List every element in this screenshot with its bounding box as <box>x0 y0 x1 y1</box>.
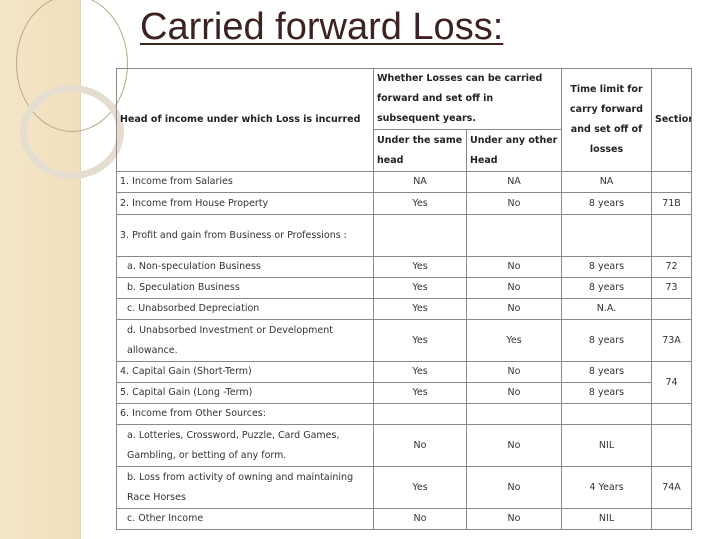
cell-same-head: Yes <box>373 192 467 215</box>
header-head: Head of income under which Loss is incur… <box>116 68 374 172</box>
table-row: 4. Capital Gain (Short-Term) Yes No 8 years… <box>116 361 693 404</box>
decorative-ring <box>20 85 124 179</box>
cell-head: d. Unabsorbed Investment or Development … <box>116 319 374 362</box>
cell-same-head <box>373 403 467 425</box>
cell-time-limit: 8 years <box>561 382 653 404</box>
cell-section: 74 <box>651 361 693 404</box>
cell-other-head: No <box>465 277 563 299</box>
cell-same-head: Yes <box>373 361 467 383</box>
cell-head: b. Speculation Business <box>116 277 374 299</box>
slide-title: Carried forward Loss: <box>140 6 504 48</box>
header-time-limit: Time limit for carry forward and set off… <box>561 68 653 172</box>
cell-same-head: Yes <box>373 298 467 320</box>
cell-section <box>651 424 693 467</box>
cell-section: 71B <box>651 192 693 215</box>
cell-time-limit: 8 years <box>561 256 653 278</box>
cell-section <box>651 171 693 193</box>
cell-same-head: Yes <box>373 466 467 509</box>
cell-section <box>651 508 693 530</box>
cell-section: 74A <box>651 466 693 509</box>
header-other-head: Under any other Head <box>465 129 563 172</box>
cell-time-limit: 8 years <box>561 192 653 215</box>
table-row: 3. Profit and gain from Business or Prof… <box>116 214 693 257</box>
table-row: 5. Capital Gain (Long -Term) Yes No 8 years <box>116 382 692 404</box>
cell-head: 2. Income from House Property <box>116 192 374 215</box>
loss-carry-forward-table: Head of income under which Loss is incur… <box>116 68 693 530</box>
cell-same-head: No <box>373 508 467 530</box>
cell-head: c. Other Income <box>116 508 374 530</box>
cell-other-head: Yes <box>465 319 563 362</box>
cell-head: 1. Income from Salaries <box>116 171 374 193</box>
cell-same-head: Yes <box>373 277 467 299</box>
cell-other-head: No <box>465 256 563 278</box>
cell-other-head: No <box>465 466 563 509</box>
table-row: c. Other Income No No NIL <box>116 508 693 530</box>
header-section: Section <box>651 68 693 172</box>
table-row: 2. Income from House Property Yes No 8 year… <box>116 192 693 215</box>
table-row: 1. Income from Salaries NA NA NA <box>116 171 693 193</box>
cell-head: a. Non-speculation Business <box>116 256 374 278</box>
table-row: a. Lotteries, Crossword, Puzzle, Card Ga… <box>116 424 693 467</box>
cell-same-head <box>373 214 467 257</box>
cell-same-head: Yes <box>373 382 467 404</box>
cell-time-limit: 8 years <box>561 277 653 299</box>
table-row: b. Loss from activity of owning and main… <box>116 466 693 509</box>
cell-other-head: NA <box>465 171 563 193</box>
table-row: a. Non-speculation Business Yes No 8 years 7… <box>116 256 693 278</box>
cell-same-head: No <box>373 424 467 467</box>
cell-same-head: Yes <box>373 319 467 362</box>
table-row: 6. Income from Other Sources: <box>116 403 693 425</box>
cell-head: 3. Profit and gain from Business or Prof… <box>116 214 374 257</box>
cell-section: 73A <box>651 319 693 362</box>
cell-same-head: Yes <box>373 256 467 278</box>
cell-time-limit: 8 years <box>561 319 653 362</box>
cell-head: 4. Capital Gain (Short-Term) <box>116 361 374 383</box>
cell-other-head: No <box>465 424 563 467</box>
cell-other-head: No <box>465 508 563 530</box>
cell-section: 72 <box>651 256 693 278</box>
cell-section <box>651 298 693 320</box>
cell-time-limit: N.A. <box>561 298 653 320</box>
header-carry-forward: Whether Losses can be carried forward an… <box>372 68 563 130</box>
cell-time-limit <box>561 403 653 425</box>
table-row: b. Speculation Business Yes No 8 years 73 <box>116 277 693 299</box>
cell-other-head <box>465 214 563 257</box>
cell-head: a. Lotteries, Crossword, Puzzle, Card Ga… <box>116 424 374 467</box>
cell-time-limit: NIL <box>561 424 653 467</box>
cell-time-limit: NIL <box>561 508 653 530</box>
cell-section <box>651 403 693 425</box>
cell-other-head: No <box>465 192 563 215</box>
table-row: c. Unabsorbed Depreciation Yes No N.A. <box>116 298 693 320</box>
cell-head: 6. Income from Other Sources: <box>116 403 374 425</box>
cell-time-limit: NA <box>561 171 653 193</box>
decorative-sidebar <box>0 0 128 539</box>
cell-section <box>651 214 693 257</box>
cell-same-head: NA <box>373 171 467 193</box>
cell-other-head: No <box>465 361 563 383</box>
cell-head: c. Unabsorbed Depreciation <box>116 298 374 320</box>
cell-head: b. Loss from activity of owning and main… <box>116 466 374 509</box>
table-row: d. Unabsorbed Investment or Development … <box>116 319 693 362</box>
cell-other-head <box>465 403 563 425</box>
header-same-head: Under the same head <box>373 129 467 172</box>
cell-other-head: No <box>465 298 563 320</box>
cell-time-limit: 8 years <box>561 361 653 383</box>
cell-section: 73 <box>651 277 693 299</box>
cell-head: 5. Capital Gain (Long -Term) <box>116 382 374 404</box>
cell-time-limit <box>561 214 653 257</box>
cell-time-limit: 4 Years <box>561 466 653 509</box>
cell-other-head: No <box>465 382 563 404</box>
